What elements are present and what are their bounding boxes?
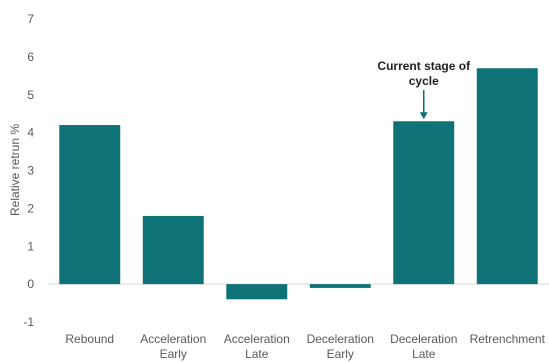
annotation-text: Current stage of	[377, 59, 471, 73]
annotation-text: cycle	[409, 74, 439, 88]
y-axis-title: Relative retrun %	[8, 124, 22, 216]
y-tick-label: 6	[27, 50, 34, 64]
x-tick-label: Early	[327, 347, 354, 361]
bar	[142, 215, 204, 285]
y-tick-label: 2	[27, 201, 34, 215]
x-tick-label: Early	[160, 347, 187, 361]
x-tick-label: Rebound	[65, 332, 114, 346]
y-tick-label: 4	[27, 126, 34, 140]
x-tick-label: Retrenchment	[470, 332, 546, 346]
y-axis-ticks: -1 0 1 2 3 4 5 6 7	[23, 12, 34, 329]
bars-group	[59, 68, 538, 300]
x-tick-label: Acceleration	[224, 332, 290, 346]
y-tick-label: 3	[27, 164, 34, 178]
y-tick-label: 5	[27, 88, 34, 102]
y-tick-label: 7	[27, 12, 34, 26]
bar	[393, 121, 455, 285]
x-tick-label: Late	[412, 347, 436, 361]
y-tick-label: 0	[27, 277, 34, 291]
bar	[226, 284, 288, 300]
x-tick-label: Deceleration	[307, 332, 374, 346]
bar	[59, 125, 121, 285]
x-axis-labels: Rebound AccelerationEarlyAccelerationLate…	[65, 332, 545, 361]
y-tick-label: -1	[23, 315, 34, 329]
x-tick-label: Acceleration	[140, 332, 206, 346]
y-tick-label: 1	[27, 239, 34, 253]
x-tick-label: Deceleration	[390, 332, 457, 346]
x-tick-label: Late	[245, 347, 269, 361]
bar	[309, 284, 371, 288]
bar	[476, 68, 538, 285]
annotation-arrow-head	[419, 112, 428, 120]
